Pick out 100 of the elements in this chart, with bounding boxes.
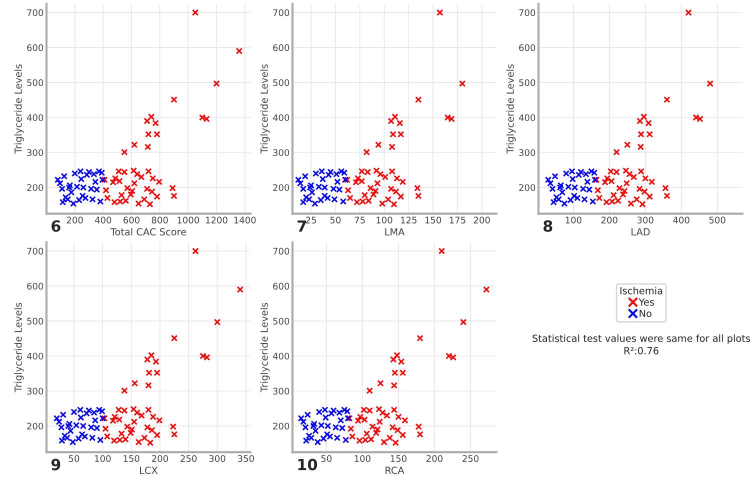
x-tick-label: 250 xyxy=(462,455,479,462)
point xyxy=(706,80,714,87)
point xyxy=(664,192,670,200)
point xyxy=(146,200,154,208)
point xyxy=(558,188,566,196)
point xyxy=(144,144,152,150)
point xyxy=(152,120,159,126)
point xyxy=(620,191,626,198)
point xyxy=(145,382,152,389)
point xyxy=(131,380,138,387)
point xyxy=(104,433,111,440)
point xyxy=(308,188,316,196)
y-tick-label: 500 xyxy=(273,79,290,86)
y-tick-label: 200 xyxy=(273,422,290,430)
point xyxy=(348,425,354,432)
point xyxy=(377,380,384,387)
point xyxy=(436,9,444,16)
point xyxy=(561,200,568,207)
point xyxy=(370,191,377,198)
y-tick-label: 700 xyxy=(27,9,44,16)
point xyxy=(375,141,382,148)
point xyxy=(60,411,66,418)
point xyxy=(78,430,86,438)
point xyxy=(648,178,656,186)
point xyxy=(692,114,700,121)
x-tick-label: 25 xyxy=(306,216,316,224)
point xyxy=(298,414,305,422)
x-tick-label: 400 xyxy=(94,216,112,224)
y-tick-label: 200 xyxy=(273,184,290,192)
y-tick-label: 400 xyxy=(26,352,44,360)
x-tick-label: 200 xyxy=(152,455,168,462)
point xyxy=(376,418,384,426)
point xyxy=(170,192,178,200)
point xyxy=(152,358,160,365)
x-tick-label: 1400 xyxy=(234,216,256,224)
point xyxy=(324,430,330,438)
y-tick-label: 600 xyxy=(27,282,44,290)
text: 7 xyxy=(298,220,306,232)
point xyxy=(415,423,422,430)
point xyxy=(130,180,138,187)
point xyxy=(130,141,138,148)
x-tick-label: 200 xyxy=(474,216,490,224)
y-tick-label: 300 xyxy=(27,388,44,395)
x-tick-label: 150 xyxy=(390,455,406,462)
y-tick-label: 400 xyxy=(26,114,44,122)
point xyxy=(640,113,648,120)
point xyxy=(394,352,400,359)
point xyxy=(118,430,125,438)
point xyxy=(54,176,62,184)
x-tick-label: 150 xyxy=(425,216,442,224)
point xyxy=(60,172,68,180)
point xyxy=(414,184,421,192)
point xyxy=(458,80,466,87)
point xyxy=(392,113,398,120)
point xyxy=(622,167,630,174)
point xyxy=(56,418,62,426)
point xyxy=(236,48,243,54)
point xyxy=(390,382,398,389)
point xyxy=(399,432,406,438)
y-tick-label: 700 xyxy=(27,248,44,255)
y-tick-label: 200 xyxy=(519,184,536,192)
point xyxy=(642,175,649,182)
point xyxy=(348,433,356,440)
point xyxy=(613,148,620,156)
point xyxy=(312,427,319,434)
point xyxy=(302,172,309,180)
point xyxy=(636,118,644,124)
point xyxy=(645,120,652,126)
point xyxy=(302,194,310,201)
point xyxy=(170,430,178,438)
y-tick-label: 600 xyxy=(273,44,290,52)
x-tick-label: 125 xyxy=(401,216,416,224)
x-tick-label: 1000 xyxy=(178,216,200,224)
y-axis-title: Triglyceride Levels xyxy=(260,64,270,154)
x-tick-label: 350 xyxy=(238,455,254,462)
point xyxy=(596,194,603,202)
x-tick-label: 100 xyxy=(95,455,111,462)
point xyxy=(460,318,467,326)
y-tick-label: 500 xyxy=(273,318,290,325)
y-axis-title: Triglyceride Levels xyxy=(14,64,24,154)
point xyxy=(144,118,150,124)
point xyxy=(78,176,85,182)
point xyxy=(134,170,141,178)
point xyxy=(53,414,60,422)
point xyxy=(378,200,386,207)
point xyxy=(356,414,364,420)
x-tick-label: 50 xyxy=(321,455,332,462)
y-tick-label: 500 xyxy=(519,79,536,86)
x-tick-label: 250 xyxy=(180,455,197,462)
y-axis-title: Triglyceride Levels xyxy=(506,64,516,154)
legend-title: Ischemia xyxy=(620,286,662,294)
point xyxy=(438,248,446,254)
point xyxy=(344,186,352,194)
point xyxy=(696,116,704,122)
point xyxy=(630,174,638,180)
point xyxy=(638,168,644,175)
point xyxy=(321,192,328,200)
point xyxy=(140,196,148,203)
y-tick-label: 400 xyxy=(272,114,290,122)
legend-label: No xyxy=(640,310,652,318)
